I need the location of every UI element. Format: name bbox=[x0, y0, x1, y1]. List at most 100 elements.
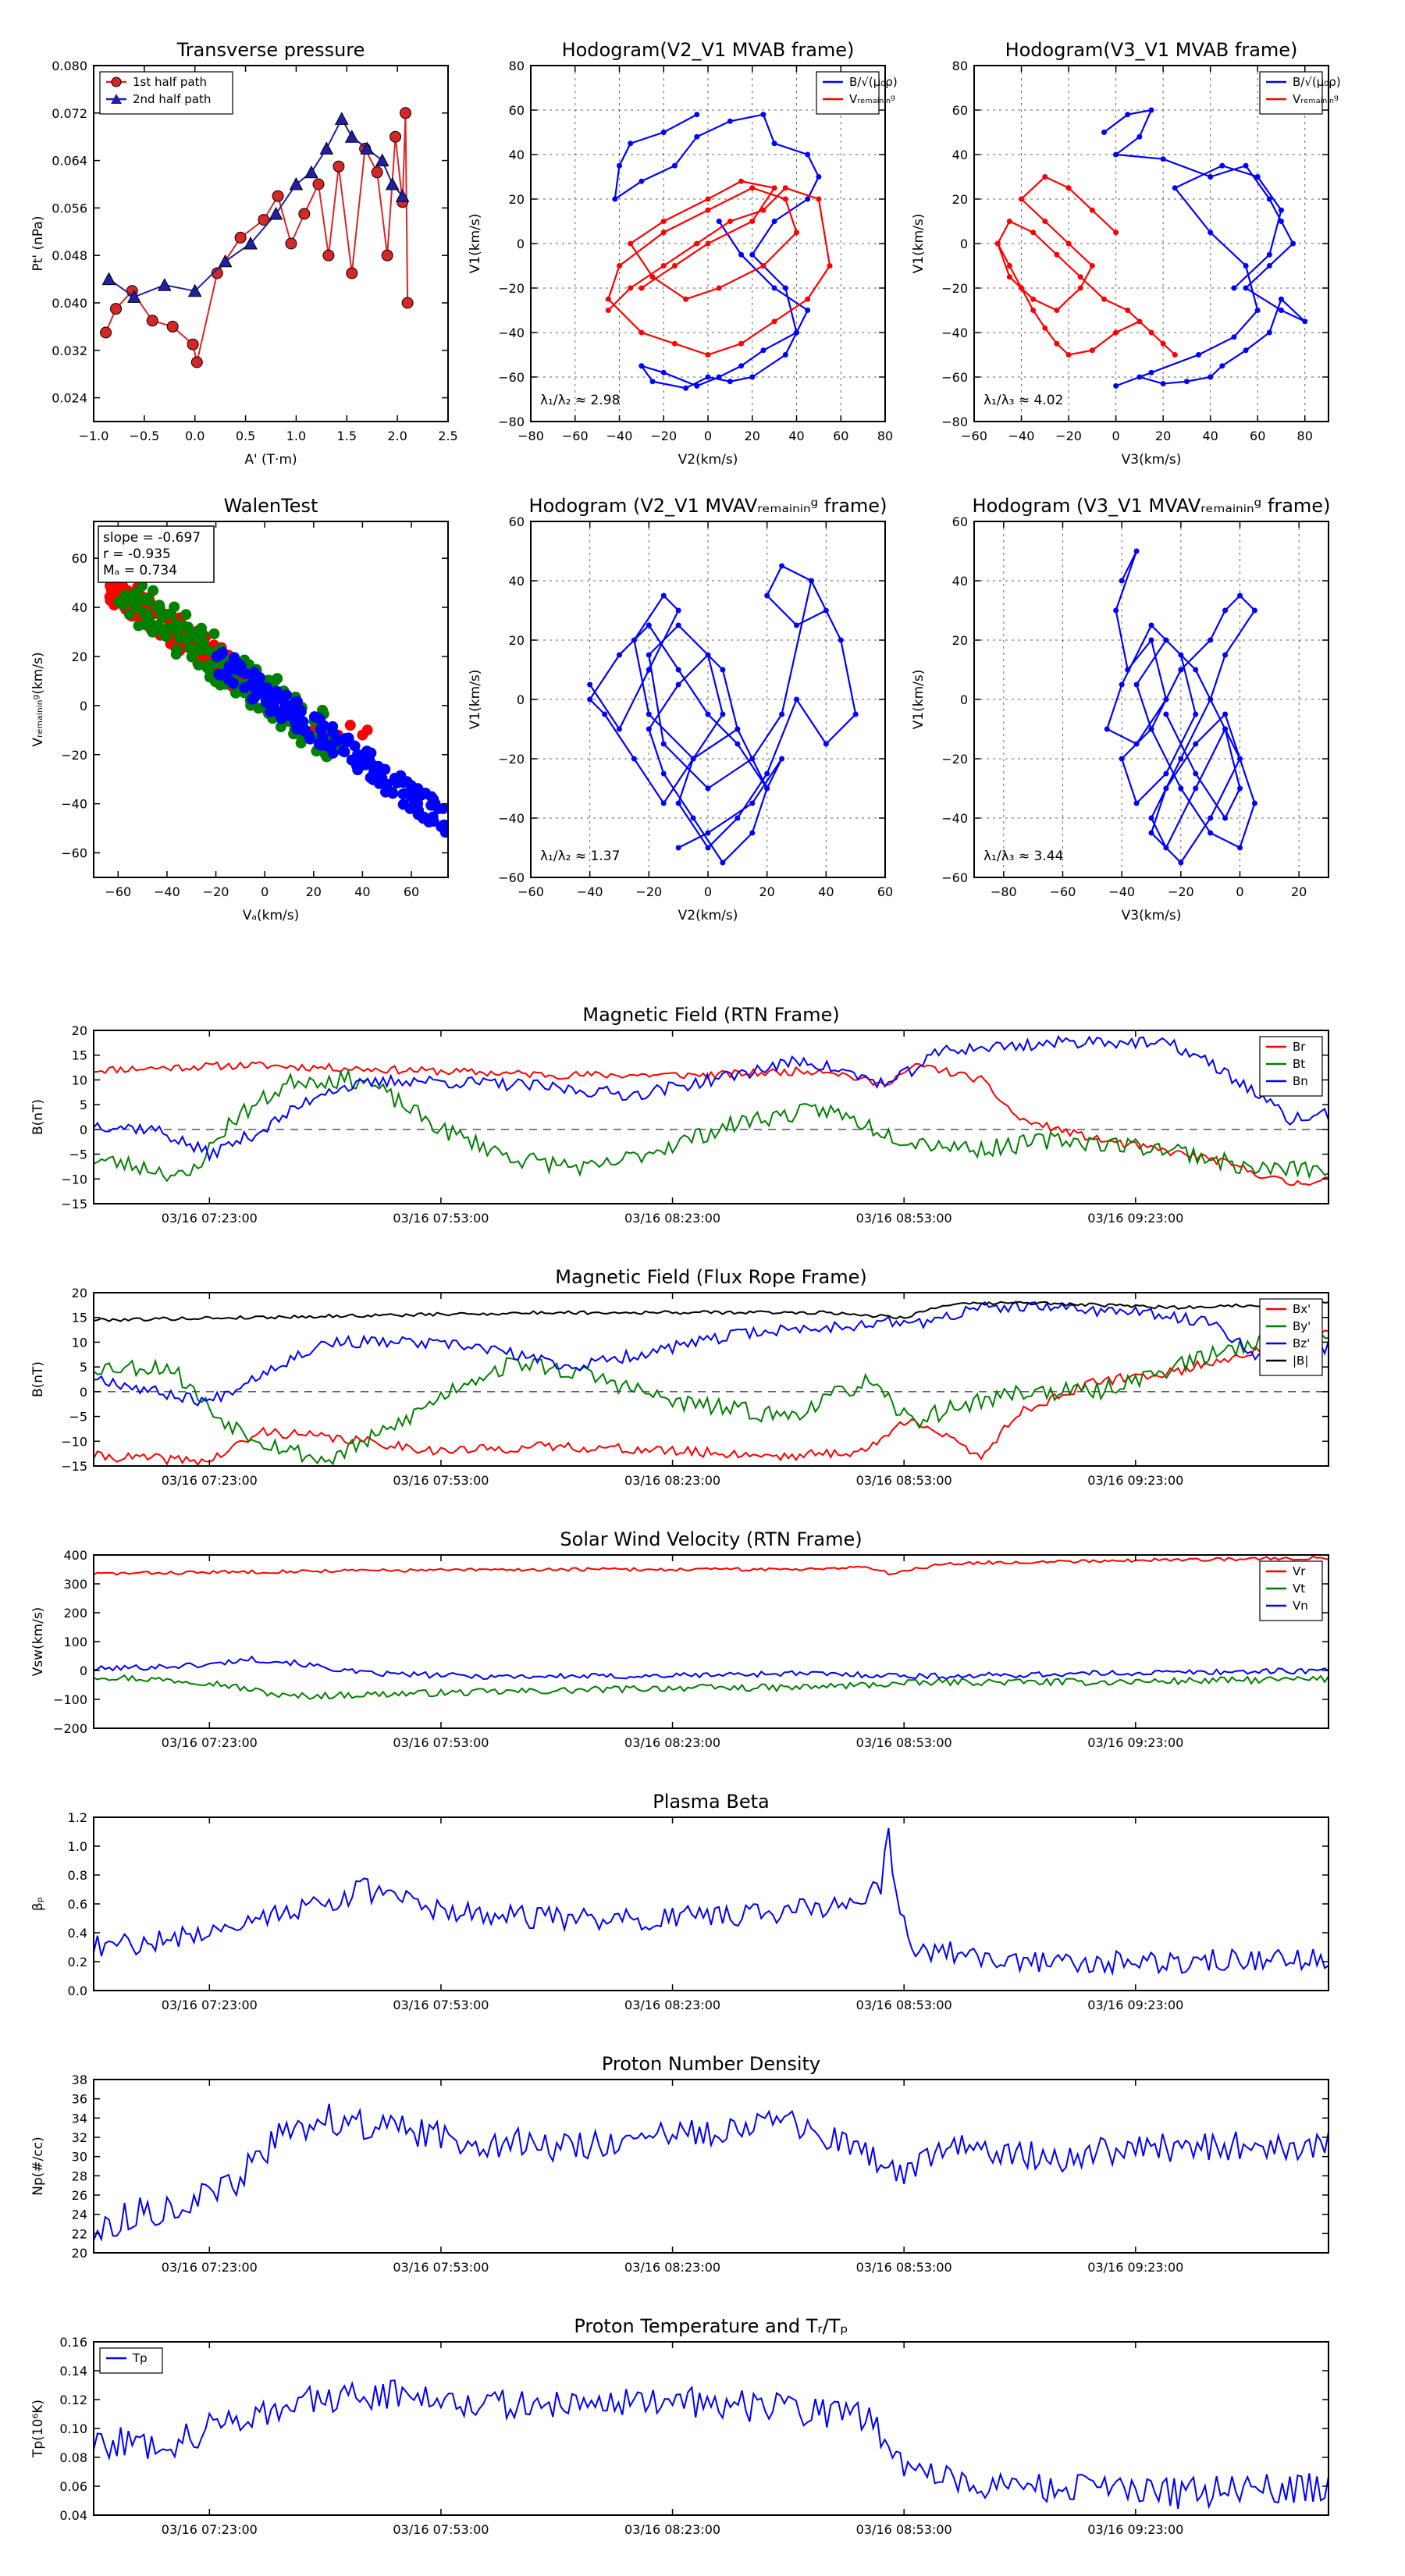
x-tick-label: 40 bbox=[354, 884, 370, 899]
hodogram-point bbox=[735, 741, 741, 747]
y-tick-label: 28 bbox=[72, 2169, 87, 2183]
x-tick-label: 03/16 08:53:00 bbox=[856, 2522, 952, 2537]
y-tick-label: −20 bbox=[498, 752, 525, 767]
x-tick-label: −40 bbox=[1108, 884, 1135, 899]
y-tick-label: −20 bbox=[941, 752, 968, 767]
hodogram-point bbox=[1208, 830, 1214, 836]
hodogram-point bbox=[782, 352, 788, 358]
walen-point-blue bbox=[415, 788, 427, 800]
hodogram-point bbox=[1006, 263, 1012, 269]
walen-point-blue bbox=[427, 811, 439, 823]
hodogram-point bbox=[1054, 308, 1060, 313]
hodogram-point bbox=[727, 118, 733, 124]
hodogram-point bbox=[1077, 285, 1083, 291]
walen-point-green bbox=[208, 628, 220, 639]
hodogram-point bbox=[782, 285, 788, 291]
hodogram-point bbox=[1006, 274, 1012, 280]
hodogram-point bbox=[675, 607, 681, 614]
hodogram-point bbox=[1148, 107, 1154, 113]
x-tick-label: 03/16 07:53:00 bbox=[393, 2522, 489, 2537]
x-tick-label: 03/16 07:23:00 bbox=[162, 2260, 258, 2275]
walen-point-green bbox=[229, 687, 241, 699]
walen-point-green bbox=[113, 596, 125, 607]
hodogram-point bbox=[1148, 830, 1154, 836]
y-tick-label: 0.04 bbox=[59, 2508, 87, 2523]
walen-point-green bbox=[140, 593, 151, 605]
y-tick-label: 20 bbox=[509, 633, 525, 648]
walen-stat: r = -0.935 bbox=[103, 546, 171, 562]
x-tick-label: 80 bbox=[1297, 429, 1313, 443]
proton-temperature-plot-area bbox=[94, 2379, 1329, 2510]
hodogram-point bbox=[638, 329, 645, 336]
hodogram-point bbox=[727, 219, 733, 224]
hodogram-point bbox=[764, 770, 770, 777]
marker-triangle bbox=[385, 176, 400, 190]
marker-circle bbox=[381, 249, 393, 262]
hodogram-point bbox=[671, 340, 678, 347]
x-tick-label: 03/16 07:53:00 bbox=[393, 1211, 489, 1226]
hodogram-point bbox=[805, 151, 811, 158]
chart-title: Proton Temperature and Tᵣ/Tₚ bbox=[574, 2315, 848, 2337]
x-tick-label: 03/16 07:53:00 bbox=[393, 1998, 489, 2012]
walen-point-blue bbox=[428, 793, 439, 805]
hodogram-point bbox=[1163, 770, 1169, 777]
chart-title: Magnetic Field (Flux Rope Frame) bbox=[555, 1266, 866, 1288]
hodogram-point bbox=[1219, 162, 1225, 169]
legend: B/√(μ₀ρ) Vᵣₑₘₐᵢₙᵢₙᵍ bbox=[816, 71, 898, 115]
x-tick-label: 20 bbox=[306, 884, 322, 899]
legend: Br Bt Bn bbox=[1259, 1036, 1323, 1097]
y-tick-label: −80 bbox=[498, 415, 525, 429]
hodogram-point bbox=[660, 229, 667, 236]
x-tick-label: 40 bbox=[818, 884, 834, 899]
hodogram-point bbox=[1136, 133, 1143, 140]
y-tick-label: −5 bbox=[69, 1410, 87, 1425]
hodogram-point bbox=[720, 711, 726, 717]
series-line-Bx bbox=[94, 1329, 1329, 1466]
x-tick-label: 0 bbox=[261, 884, 269, 899]
magnetic-field-rtn-plot-area bbox=[94, 1034, 1329, 1187]
hodogram-point bbox=[779, 756, 785, 762]
y-axis-label: V1(km/s) bbox=[911, 214, 927, 274]
walen-point-blue bbox=[327, 726, 339, 738]
hodogram-point bbox=[749, 800, 756, 806]
hodogram-point bbox=[1196, 352, 1202, 358]
marker-circle bbox=[400, 107, 412, 119]
hodogram-point bbox=[1113, 607, 1119, 614]
walen-point-green bbox=[124, 608, 136, 620]
series-line-2nd-half-path bbox=[108, 117, 404, 298]
x-tick-label: 03/16 09:23:00 bbox=[1087, 1735, 1183, 1750]
hodogram-point bbox=[1148, 622, 1154, 628]
marker-circle bbox=[312, 178, 325, 190]
y-tick-label: 0 bbox=[960, 692, 968, 707]
legend-box bbox=[99, 71, 233, 115]
y-tick-label: 60 bbox=[952, 514, 968, 529]
hodogram-point bbox=[1113, 329, 1119, 336]
x-axis-label: V2(km/s) bbox=[678, 452, 738, 468]
hodogram-point bbox=[994, 240, 1001, 247]
hodogram-point bbox=[764, 785, 770, 792]
hodogram-point bbox=[1208, 696, 1214, 703]
hodogram-point bbox=[1172, 352, 1178, 358]
hodogram-point bbox=[735, 815, 741, 821]
hodogram-point bbox=[816, 174, 822, 180]
marker-triangle bbox=[319, 141, 334, 155]
x-tick-label: 03/16 07:53:00 bbox=[393, 2260, 489, 2275]
walen-point-red bbox=[361, 724, 373, 736]
legend-label: Vᵣₑₘₐᵢₙᵢₙᵍ bbox=[1293, 92, 1339, 106]
y-tick-label: 0.6 bbox=[68, 1897, 87, 1912]
legend-label: Bt bbox=[1293, 1057, 1305, 1071]
hodogram-point bbox=[1133, 681, 1140, 688]
walen-stat: Mₐ = 0.734 bbox=[103, 563, 177, 578]
chart-title: Hodogram(V2_V1 MVAB frame) bbox=[562, 39, 855, 61]
series-line-Vt bbox=[94, 1674, 1329, 1700]
hodogram-point bbox=[690, 756, 696, 762]
y-tick-label: 0.08 bbox=[59, 2450, 87, 2465]
hodogram-point bbox=[638, 363, 645, 369]
hodogram-point bbox=[675, 622, 681, 628]
hodogram-point bbox=[1148, 329, 1154, 336]
y-tick-label: 300 bbox=[63, 1577, 87, 1592]
transverse-pressure-frame bbox=[93, 65, 449, 422]
x-axis-label: V3(km/s) bbox=[1122, 908, 1182, 923]
hodogram-point bbox=[587, 696, 593, 703]
y-tick-label: 0 bbox=[80, 1385, 87, 1400]
